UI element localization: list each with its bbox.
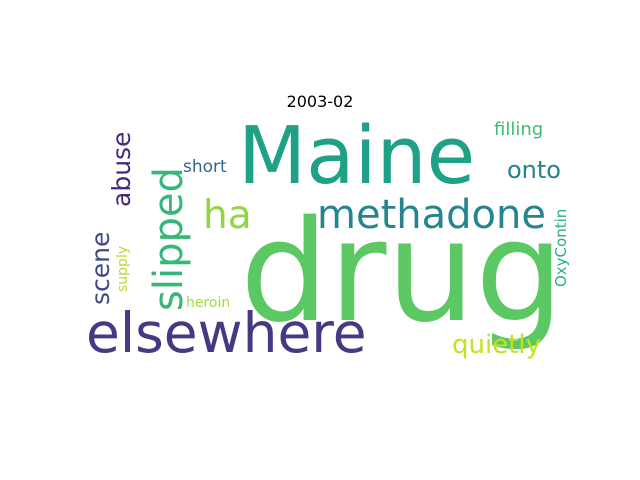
- word-scene: scene: [86, 232, 115, 305]
- word-short: short: [183, 157, 227, 177]
- word-supply: supply: [115, 246, 131, 292]
- word-drug: drug: [240, 191, 564, 354]
- word-slipped: slipped: [146, 167, 192, 311]
- word-oxycontin: OxyContin: [552, 209, 570, 287]
- word-filling: filling: [494, 119, 543, 140]
- figure-title: 2003-02: [286, 92, 354, 111]
- word-methadone: methadone: [317, 192, 546, 238]
- word-abuse: abuse: [107, 132, 136, 207]
- word-onto: onto: [507, 156, 561, 184]
- word-quietly: quietly: [452, 330, 541, 360]
- word-elsewhere: elsewhere: [86, 301, 367, 365]
- word-maine: Maine: [238, 110, 475, 202]
- word-heroin: heroin: [186, 295, 230, 311]
- word-ha: ha: [203, 193, 252, 238]
